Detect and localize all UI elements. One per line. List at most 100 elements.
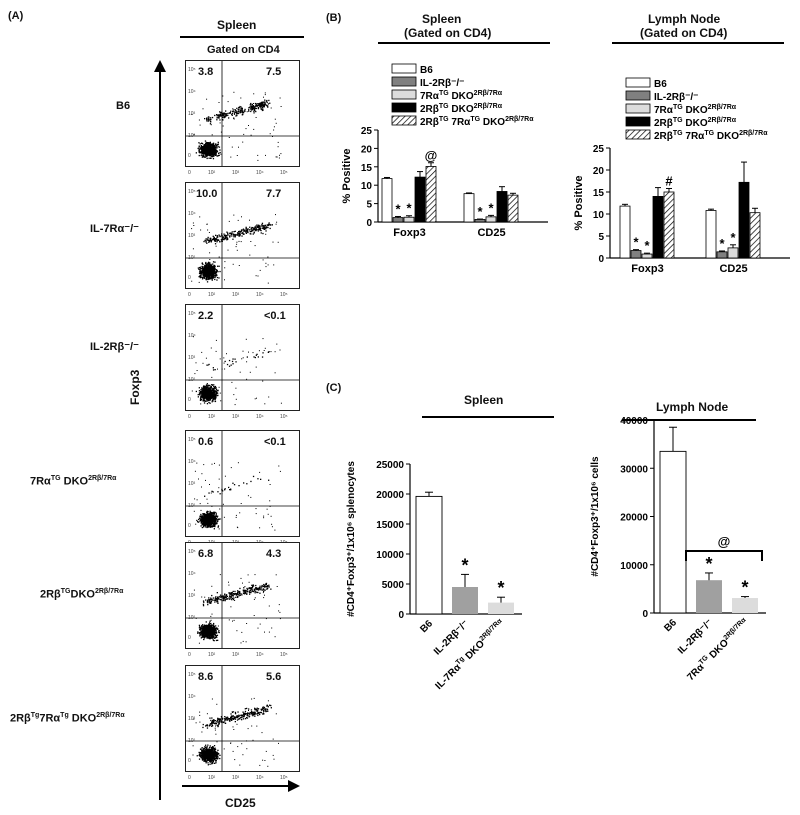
x-tick-label: 10⁴ <box>256 775 264 781</box>
x-tick-labels: 0 10² 10³ 10⁴ 10⁵ <box>188 292 288 298</box>
x-tick-label: 10⁴ <box>256 414 264 420</box>
y-tick-label: 10³ <box>188 355 196 361</box>
panel-a-subheader: Gated on CD4 <box>207 44 280 56</box>
bar <box>496 191 508 223</box>
y-tick-label: 10⁵ <box>188 672 196 678</box>
significance-mark: * <box>741 578 748 598</box>
cd25-axis-label: CD25 <box>225 796 256 810</box>
panel-c-spleen-rule <box>422 416 554 418</box>
bar <box>732 598 758 613</box>
significance-mark: @ <box>425 148 438 163</box>
significance-mark: * <box>633 235 639 250</box>
x-tick-labels: 0 10² 10³ 10⁴ 10⁵ <box>188 170 288 176</box>
panel-b-spleen-rule <box>378 42 550 44</box>
bar <box>403 216 415 223</box>
x-tick-label: 10⁵ <box>280 652 288 658</box>
bar <box>392 217 404 223</box>
x-tick-label: 10³ <box>232 775 240 781</box>
legend-swatch <box>391 63 417 74</box>
y-tick-label: 15000 <box>376 520 404 531</box>
y-tick-label: 10⁴ <box>188 333 196 339</box>
y-tick-label: 0 <box>188 523 191 529</box>
facs-plot-2rb-tg-dko: 10⁵ 10⁴ 10³ 10² 0 6.8 4.3 0 10² 10³ 10⁴ 10⁵ <box>185 542 300 658</box>
legend-label: 2RβTG 7RαTG DKO2Rβ/7Rα <box>654 130 768 142</box>
y-tick-label: 10³ <box>188 593 196 599</box>
legend-swatch <box>391 89 417 100</box>
bar <box>463 193 475 223</box>
y-tick-label: 5000 <box>382 580 405 591</box>
significance-mark: * <box>461 555 468 575</box>
foxp3-axis-arrow <box>154 60 166 800</box>
bar <box>452 587 478 614</box>
x-tick-labels: 0 10² 10³ 10⁴ 10⁵ <box>188 414 288 420</box>
quadrant-right-value: <0.1 <box>264 436 286 448</box>
y-axis-title: % Positive <box>341 148 353 203</box>
cd25-axis-arrow <box>182 780 300 792</box>
bar <box>507 194 519 223</box>
panel-b-spleen-sub: (Gated on CD4) <box>404 26 492 40</box>
panel-c-label: (C) <box>326 382 342 394</box>
panel-c-ln-chart: 0 10000 20000 30000 40000 #CD4⁺Foxp3⁺/1x10⁶ c… <box>590 416 766 683</box>
x-tick-label: 10³ <box>232 652 240 658</box>
panel-b-ln-chart: 0 5 10 15 20 25 % Positive * * # Foxp3 * * CD25 B6 IL-2… <box>573 77 790 275</box>
significance-bracket <box>685 549 763 561</box>
x-tick-label: 0 <box>188 775 191 781</box>
x-tick-labels: 0 10² 10³ 10⁴ 10⁵ <box>188 775 288 781</box>
legend-label: B6 <box>420 65 433 76</box>
bar <box>619 205 631 259</box>
legend-label: B6 <box>654 79 667 90</box>
row-label-il2rb-ko: IL-2Rβ⁻/⁻ <box>90 341 139 353</box>
y-tick-label: 20000 <box>376 490 404 501</box>
y-tick-label: 10² <box>188 133 196 139</box>
bar <box>696 580 722 613</box>
legend-swatch <box>625 77 651 88</box>
facs-plot-double-tg-dko: 10⁵ 10⁴ 10³ 10² 0 8.6 5.6 0 10² 10³ 10⁴ 10⁵ <box>185 665 300 781</box>
facs-dots: 10⁵ 10⁴ 10³ 10² 0 <box>186 543 299 648</box>
bar <box>659 450 687 614</box>
y-tick-label: 10⁵ <box>188 67 196 73</box>
facs-dots: 10⁵ 10⁴ 10³ 10² 0 <box>186 666 299 771</box>
y-tick-label: 10⁴ <box>188 459 196 465</box>
y-tick-label: 20 <box>593 166 605 177</box>
category-label: Foxp3 <box>393 227 425 239</box>
bar <box>415 495 443 615</box>
legend-swatch <box>625 116 651 127</box>
y-tick-label: 10⁵ <box>188 189 196 195</box>
x-tick-label: 10⁵ <box>280 414 288 420</box>
legend-swatch <box>625 90 651 101</box>
legend-label: IL-2Rβ⁻/⁻ <box>420 78 464 89</box>
y-tick-label: 10 <box>593 210 605 221</box>
panel-c-spleen-chart: 0 5000 10000 15000 20000 25000 #CD4⁺Foxp3⁺/1x1… <box>346 460 522 692</box>
x-tick-label: 0 <box>188 414 191 420</box>
significance-mark: * <box>730 230 736 245</box>
bar <box>414 176 426 223</box>
panel-b-ln-sub: (Gated on CD4) <box>640 26 728 40</box>
bar <box>663 191 675 259</box>
y-tick-label: 10⁵ <box>188 549 196 555</box>
panel-b-spleen-chart: 0 5 10 15 20 25 % Positive * * @ Foxp3 * * CD25 B6 IL-2… <box>341 63 548 239</box>
category-label: Foxp3 <box>631 263 663 275</box>
facs-dots: 10⁵ 10⁴ 10³ 10² 0 <box>186 61 299 166</box>
x-tick-label: 10³ <box>232 414 240 420</box>
y-axis-title: #CD4⁺Foxp3⁺/1x10⁶ splenocytes <box>346 461 357 617</box>
y-tick-label: 10⁴ <box>188 571 196 577</box>
y-tick-label: 0 <box>188 275 191 281</box>
y-tick-label: 0 <box>188 153 191 159</box>
y-tick-label: 10² <box>188 738 196 744</box>
legend-label: 2RβTG DKO2Rβ/7Rα <box>654 117 737 129</box>
quadrant-left-value: 10.0 <box>196 188 218 200</box>
legend-label: IL-2Rβ⁻/⁻ <box>654 92 698 103</box>
y-tick-label: 10³ <box>188 716 196 722</box>
y-tick-label: 10⁴ <box>188 211 196 217</box>
panel-b-ln-header: Lymph Node <box>648 12 721 26</box>
y-tick-label: 10³ <box>188 481 196 487</box>
bar <box>738 181 750 259</box>
facs-dots: 10⁵ 10⁴ 10³ 10² 0 <box>186 305 299 410</box>
category-label: 7RαTG DKO2Rβ/7Rα <box>685 616 752 683</box>
x-tick-label: 10² <box>208 292 216 298</box>
facs-plot-il2rb-ko: 10⁵ 10⁴ 10³ 10² 0 2.2 <0.1 0 10² 10³ 10⁴ 10⁵ <box>185 304 300 420</box>
row-label-il7ra-ko: IL-7Rα⁻/⁻ <box>90 223 139 235</box>
significance-mark: * <box>705 554 712 574</box>
y-axis-title: % Positive <box>573 175 585 230</box>
panel-a-header-rule <box>180 36 304 38</box>
